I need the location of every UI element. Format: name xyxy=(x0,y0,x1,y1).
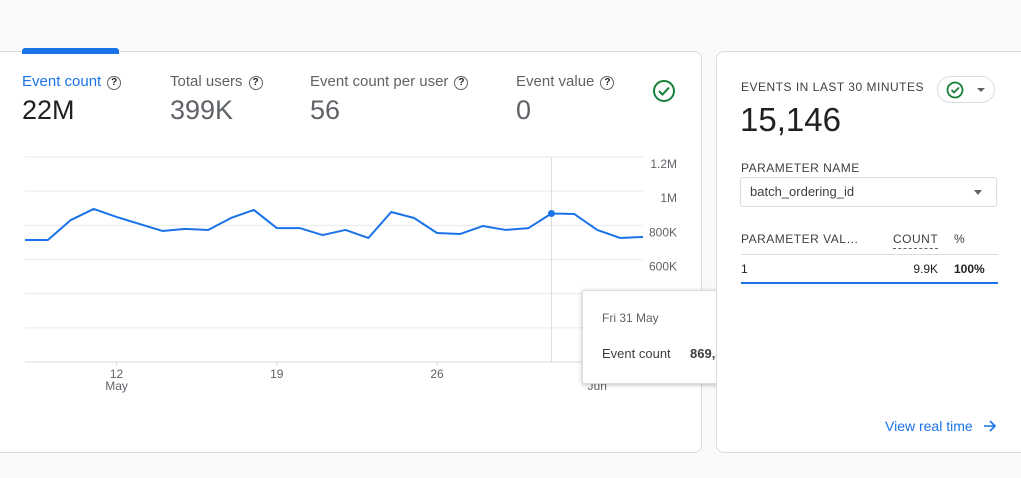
arrow-shape xyxy=(983,420,996,432)
check-icon xyxy=(946,81,964,99)
table-header: % xyxy=(954,232,966,246)
metric-value: 22M xyxy=(22,95,75,125)
table-cell: 100% xyxy=(954,262,985,276)
tooltip-metric: Event count xyxy=(602,346,671,361)
check-mark xyxy=(658,86,670,96)
row-highlight xyxy=(741,282,998,284)
parameter-value: batch_ordering_id xyxy=(750,184,855,199)
y-tick-label: 600K xyxy=(649,260,677,274)
x-tick-month: May xyxy=(105,379,128,393)
caret xyxy=(974,190,982,195)
line-chart: 200K400K600K800K1M1.2M12May19262Jun xyxy=(25,156,677,393)
metric-label: Event count per user xyxy=(310,73,449,90)
link-text: View real time xyxy=(885,418,973,434)
x-tick-label: 26 xyxy=(430,367,444,381)
metric-value: 399K xyxy=(170,95,234,125)
x-tick-label: 19 xyxy=(270,367,284,381)
table-header[interactable]: COUNT xyxy=(893,232,939,249)
table-cell: 1 xyxy=(741,262,748,276)
realtime-card xyxy=(716,51,1021,453)
caret-shape xyxy=(977,88,985,92)
metric-tab[interactable]: Event count per user? 56 xyxy=(310,73,469,126)
check-circle xyxy=(653,80,675,102)
active-tab-indicator xyxy=(22,48,119,54)
arrow-icon xyxy=(983,420,996,432)
help-icon[interactable]: ? xyxy=(107,76,122,90)
overview-card xyxy=(0,51,702,453)
y-tick-label: 800K xyxy=(649,225,677,239)
metric-label: Event count xyxy=(22,73,102,90)
realtime-value: 15,146 xyxy=(740,101,841,138)
parameter-select[interactable]: batch_ordering_id xyxy=(740,177,997,207)
metric-value: 0 xyxy=(516,95,532,125)
metric-label: Total users xyxy=(170,73,243,90)
y-tick-label: 1M xyxy=(660,191,677,205)
table-cell: 9.9K xyxy=(913,262,938,276)
realtime-title: EVENTS IN LAST 30 MINUTES xyxy=(741,80,924,94)
series-line xyxy=(25,207,644,242)
metric-tab[interactable]: Event count? 22M xyxy=(22,73,122,126)
status-check[interactable] xyxy=(651,78,677,104)
view-realtime-link[interactable]: View real time xyxy=(885,418,997,434)
y-tick-label: 1.2M xyxy=(650,157,677,171)
status-dropdown[interactable] xyxy=(937,76,995,103)
check-circle xyxy=(946,81,964,99)
x-tick-label: 12 xyxy=(110,367,124,381)
caret xyxy=(977,88,985,92)
hover-point xyxy=(547,209,555,217)
help-icon[interactable]: ? xyxy=(248,76,263,90)
table-divider xyxy=(741,254,998,255)
check-mark xyxy=(950,86,960,94)
metric-tab[interactable]: Event value? 0 xyxy=(516,73,615,126)
metric-tab[interactable]: Total users? 399K xyxy=(170,73,263,126)
table-header: PARAMETER VAL… xyxy=(741,232,859,246)
help-icon[interactable]: ? xyxy=(454,76,469,90)
caret-shape xyxy=(974,190,982,195)
tooltip-date: Fri 31 May xyxy=(602,311,659,325)
metric-value: 56 xyxy=(310,95,341,125)
parameter-label: PARAMETER NAME xyxy=(741,161,860,175)
help-icon[interactable]: ? xyxy=(600,76,615,90)
metric-label: Event value xyxy=(516,73,595,90)
